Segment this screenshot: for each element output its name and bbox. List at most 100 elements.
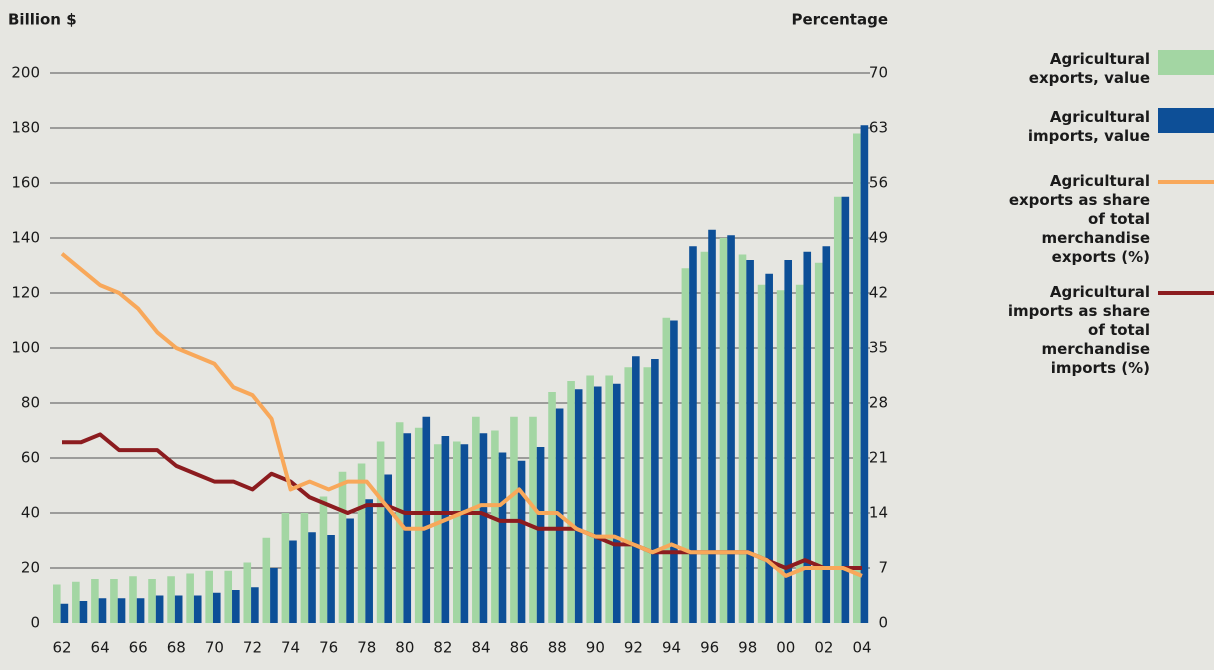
bar xyxy=(212,592,221,623)
bar xyxy=(498,452,507,623)
bar xyxy=(491,430,499,623)
x-tick-label: 98 xyxy=(738,639,757,657)
y2-tick-label: 56 xyxy=(869,174,888,192)
bar xyxy=(338,471,347,623)
bar xyxy=(822,246,831,623)
bar xyxy=(155,595,164,623)
bar xyxy=(593,386,602,623)
bar xyxy=(833,196,842,623)
y-tick-label: 200 xyxy=(11,64,40,82)
bar xyxy=(300,513,309,623)
y-tick-label: 80 xyxy=(21,394,40,412)
x-tick-label: 80 xyxy=(395,639,414,657)
bar xyxy=(700,251,709,623)
y2-tick-label: 49 xyxy=(869,229,888,247)
x-tick-label: 70 xyxy=(205,639,224,657)
bar xyxy=(60,603,69,623)
bar xyxy=(548,392,556,623)
bar xyxy=(110,579,118,623)
bar xyxy=(776,290,785,623)
x-tick-label: 02 xyxy=(814,639,833,657)
bar xyxy=(738,254,747,623)
bar xyxy=(727,235,735,623)
bar xyxy=(662,317,671,623)
x-tick-label: 94 xyxy=(662,639,681,657)
x-tick-label: 04 xyxy=(852,639,871,657)
bar xyxy=(224,570,233,623)
legend-swatch xyxy=(1158,108,1214,133)
bar xyxy=(624,367,633,623)
x-tick-label: 62 xyxy=(52,639,71,657)
bar xyxy=(346,518,354,623)
y2-tick-label: 0 xyxy=(878,614,888,632)
bar xyxy=(681,268,690,623)
y2-axis-label: Percentage xyxy=(791,11,888,29)
y2-tick-label: 28 xyxy=(869,394,888,412)
legend-label: Agricultural imports, value xyxy=(1027,108,1150,145)
bar xyxy=(117,598,126,623)
bar xyxy=(795,284,804,623)
bar xyxy=(232,590,240,623)
bar xyxy=(129,576,137,623)
bar xyxy=(757,284,766,623)
y-tick-label: 180 xyxy=(11,119,40,137)
bar xyxy=(53,584,61,623)
x-tick-label: 74 xyxy=(281,639,300,657)
bar xyxy=(803,251,812,623)
bar xyxy=(422,416,431,623)
x-tick-label: 86 xyxy=(510,639,529,657)
bar xyxy=(308,532,316,623)
bar xyxy=(479,433,488,623)
bar xyxy=(174,595,183,623)
bar xyxy=(605,375,613,623)
legend-label: Agricultural exports, value xyxy=(1028,50,1150,87)
bar xyxy=(243,562,252,623)
y2-tick-label: 21 xyxy=(869,449,888,467)
bar xyxy=(441,436,450,623)
bar xyxy=(670,320,678,623)
legend-swatch xyxy=(1158,50,1214,75)
bar xyxy=(612,383,621,623)
bar xyxy=(384,474,393,623)
bar xyxy=(719,238,728,623)
bar xyxy=(860,125,869,623)
x-tick-label: 92 xyxy=(624,639,643,657)
y-tick-label: 40 xyxy=(21,504,40,522)
bar xyxy=(136,598,145,623)
bar xyxy=(72,581,80,623)
bar xyxy=(251,587,259,623)
x-tick-label: 68 xyxy=(167,639,186,657)
x-tick-label: 96 xyxy=(700,639,719,657)
bar xyxy=(643,367,652,623)
bar xyxy=(186,573,194,623)
legend-label: Agricultural exports as share of total m… xyxy=(1008,172,1150,266)
legend-swatch xyxy=(1158,180,1214,184)
bar xyxy=(651,359,659,623)
x-tick-label: 64 xyxy=(91,639,110,657)
bar xyxy=(536,447,545,623)
bar xyxy=(460,444,469,623)
y2-tick-label: 42 xyxy=(869,284,888,302)
bar xyxy=(376,441,385,623)
bar xyxy=(262,537,271,623)
y2-tick-label: 7 xyxy=(878,559,888,577)
bar xyxy=(193,595,202,623)
y2-tick-label: 63 xyxy=(869,119,888,137)
bar xyxy=(148,579,156,623)
legend-swatch xyxy=(1158,291,1214,295)
bar xyxy=(365,499,373,623)
x-tick-label: 88 xyxy=(548,639,567,657)
bar xyxy=(574,389,583,623)
y-tick-label: 20 xyxy=(21,559,40,577)
bar xyxy=(517,460,526,623)
x-tick-label: 78 xyxy=(357,639,376,657)
y-axis-label: Billion $ xyxy=(8,11,77,29)
x-tick-label: 90 xyxy=(586,639,605,657)
bar xyxy=(853,133,861,623)
bar xyxy=(746,260,754,623)
x-tick-label: 84 xyxy=(472,639,491,657)
x-tick-label: 82 xyxy=(433,639,452,657)
bar xyxy=(79,601,88,623)
